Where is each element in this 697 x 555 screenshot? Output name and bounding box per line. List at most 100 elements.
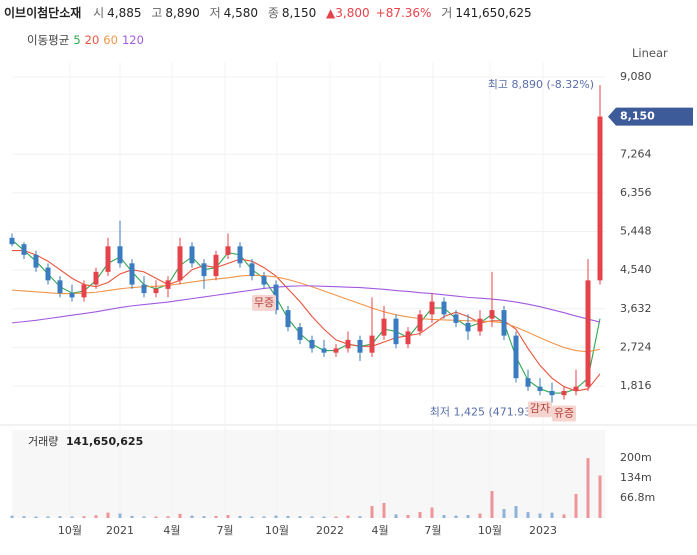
volume-current: 141,650,625 <box>66 435 143 448</box>
candle-body <box>297 327 303 340</box>
y-tick-label: 3,632 <box>620 302 652 315</box>
candle-body <box>45 267 51 281</box>
label: 시 <box>93 6 105 20</box>
volume-bar <box>46 516 50 518</box>
volume-bar <box>10 515 14 518</box>
candle-body <box>225 246 231 255</box>
volume-bar <box>70 516 74 518</box>
candle-body <box>201 263 207 277</box>
candle-body <box>417 314 423 332</box>
x-tick-label: 10월 <box>58 524 82 537</box>
y-tick-label: 5,448 <box>620 225 652 238</box>
volume-bar <box>598 475 602 518</box>
candle-body <box>453 314 459 323</box>
ma-line <box>12 250 601 392</box>
volume-title: 거래량 <box>28 435 58 448</box>
y-tick-label: 7,264 <box>620 147 652 160</box>
candle-body <box>369 335 375 353</box>
volume-bar <box>274 515 278 518</box>
legend-entry[interactable]: 5 <box>73 33 81 47</box>
candle-body <box>573 386 579 391</box>
volume-bar <box>538 513 542 518</box>
volume-bar <box>154 516 158 518</box>
change: 3,800 <box>335 6 370 20</box>
volume-bar <box>442 515 446 518</box>
volume-bar <box>214 515 218 518</box>
volume-tick-label: 200m <box>620 451 652 464</box>
volume-bar <box>142 516 146 518</box>
x-tick-label: 4월 <box>163 524 180 537</box>
candle-body <box>489 310 495 319</box>
y-tick-label: 1,816 <box>620 379 652 392</box>
candle-body <box>585 280 591 387</box>
candle-body <box>501 310 507 336</box>
x-tick-label: 2022 <box>316 524 344 537</box>
label: 저 <box>209 6 221 20</box>
label: 거 <box>441 6 453 20</box>
volume-bar <box>238 515 242 518</box>
stock-name: 이브이첨단소재 <box>4 6 82 20</box>
candle-body <box>525 378 531 387</box>
x-tick-label: 10월 <box>478 524 502 537</box>
candle-body <box>345 339 351 349</box>
volume-bar <box>298 516 302 518</box>
candle-body <box>153 288 159 294</box>
label: 고 <box>151 6 163 20</box>
volume-bar <box>502 509 506 518</box>
volume-bar <box>514 506 518 518</box>
value: 4,885 <box>107 6 142 20</box>
volume-bar <box>334 516 338 518</box>
y-tick-label: 6,356 <box>620 186 652 199</box>
candle-body <box>429 301 435 315</box>
candle-body <box>381 318 387 336</box>
candle-body <box>21 244 27 255</box>
volume-bar <box>370 506 374 518</box>
candle-body <box>597 116 603 281</box>
volume-bar <box>346 515 350 518</box>
event-label: 감자 <box>530 402 550 415</box>
candle-body <box>213 254 219 277</box>
legend-entry[interactable]: 120 <box>121 33 144 47</box>
candle-body <box>393 318 399 345</box>
volume-bar <box>490 491 494 518</box>
ma-line <box>11 285 601 324</box>
candle-body <box>81 284 87 298</box>
y-tick-label: 4,540 <box>620 263 652 276</box>
volume-bar <box>526 512 530 518</box>
legend-entry[interactable]: 60 <box>103 33 118 47</box>
scale-toggle[interactable]: Linear <box>632 46 668 60</box>
x-tick-label: 2021 <box>106 524 134 537</box>
volume-bar <box>262 516 266 518</box>
candle-body <box>93 271 99 285</box>
volume-bar <box>430 507 434 518</box>
volume-bar <box>190 515 194 518</box>
legend-title: 이동평균 <box>27 33 70 47</box>
ma-legend[interactable]: 이동평균 5 20 60 120 <box>27 32 148 48</box>
volume-bar <box>58 516 62 518</box>
volume-tick-label: 66.8m <box>620 491 655 504</box>
volume-bar <box>382 503 386 518</box>
volume-bar <box>250 516 254 518</box>
last-price-tag <box>608 107 693 126</box>
high-annotation: 최고 8,890 (-8.32%) <box>488 78 594 91</box>
x-tick-label: 7월 <box>424 524 441 537</box>
candle-body <box>465 322 471 332</box>
value: 8,890 <box>165 6 200 20</box>
volume-bar <box>82 516 86 518</box>
volume-pane <box>12 430 605 518</box>
volume-tick-label: 134m <box>620 471 652 484</box>
legend-entry[interactable]: 20 <box>84 33 100 47</box>
candle-body <box>249 263 255 277</box>
event-badge <box>552 405 576 422</box>
quote-header: 이브이첨단소재 시 4,885 고 8,890 저 4,580 종 8,150 ▲3,8… <box>4 4 538 21</box>
y-tick-label: 9,080 <box>620 70 652 83</box>
arrow: ▲ <box>326 6 336 20</box>
x-tick-label: 2023 <box>529 524 557 537</box>
event-badge <box>252 294 276 311</box>
volume-bar <box>22 516 26 518</box>
volume-bar <box>34 516 38 518</box>
value: 8,150 <box>281 6 317 20</box>
volume-bar <box>550 512 554 518</box>
candle-body <box>141 284 147 294</box>
ma-line <box>11 274 601 353</box>
